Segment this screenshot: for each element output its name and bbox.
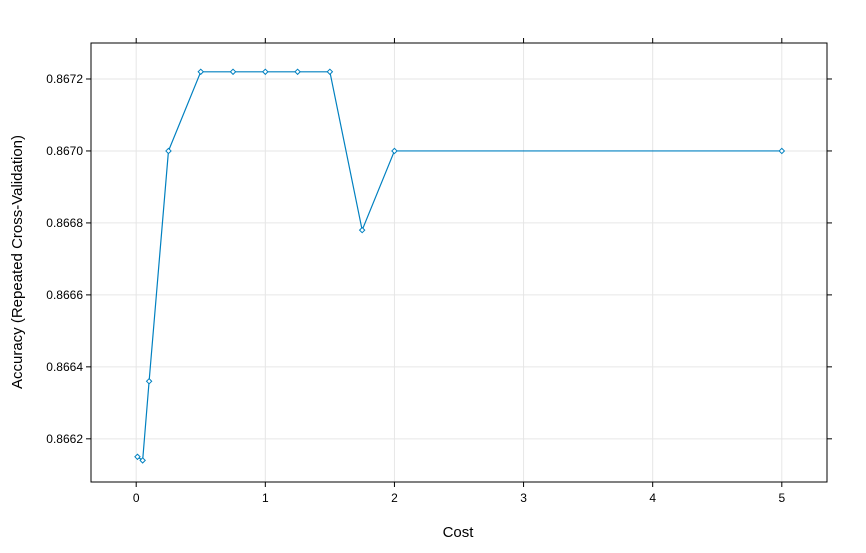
y-tick-label: 0.8666 — [46, 288, 83, 302]
x-tick-label: 5 — [778, 491, 785, 505]
data-point — [134, 453, 141, 461]
y-tick-label: 0.8662 — [46, 432, 83, 446]
data-point — [145, 377, 153, 385]
grid — [91, 43, 827, 482]
data-point — [229, 68, 237, 76]
data-point — [165, 147, 172, 155]
data-point — [391, 147, 398, 155]
data-point — [139, 457, 146, 464]
series — [134, 68, 786, 464]
y-tick-label: 0.8664 — [46, 360, 83, 374]
x-tick-label: 3 — [520, 491, 527, 505]
series-line — [137, 71, 782, 462]
x-tick-labels: 0 1 2 3 4 5 — [133, 491, 786, 505]
data-point — [197, 68, 205, 76]
x-tick-label: 4 — [649, 491, 656, 505]
y-tick-label: 0.8668 — [46, 216, 83, 230]
data-point — [262, 68, 269, 76]
x-axis-title: Cost — [443, 524, 475, 541]
y-axis-title: Accuracy (Repeated Cross-Validation) — [9, 135, 26, 389]
axis-ticks — [86, 38, 832, 487]
x-tick-label: 1 — [262, 491, 269, 505]
y-tick-label: 0.8670 — [46, 144, 83, 158]
data-point — [358, 226, 366, 234]
x-tick-label: 0 — [133, 491, 140, 505]
x-tick-label: 2 — [391, 491, 398, 505]
y-tick-label: 0.8672 — [46, 72, 83, 86]
data-point — [294, 68, 301, 76]
data-point — [326, 68, 334, 76]
plot-frame — [90, 42, 828, 483]
data-point — [778, 147, 786, 155]
y-tick-labels: 0.8662 0.8664 0.8666 0.8668 0.8670 0.8672 — [46, 72, 83, 446]
